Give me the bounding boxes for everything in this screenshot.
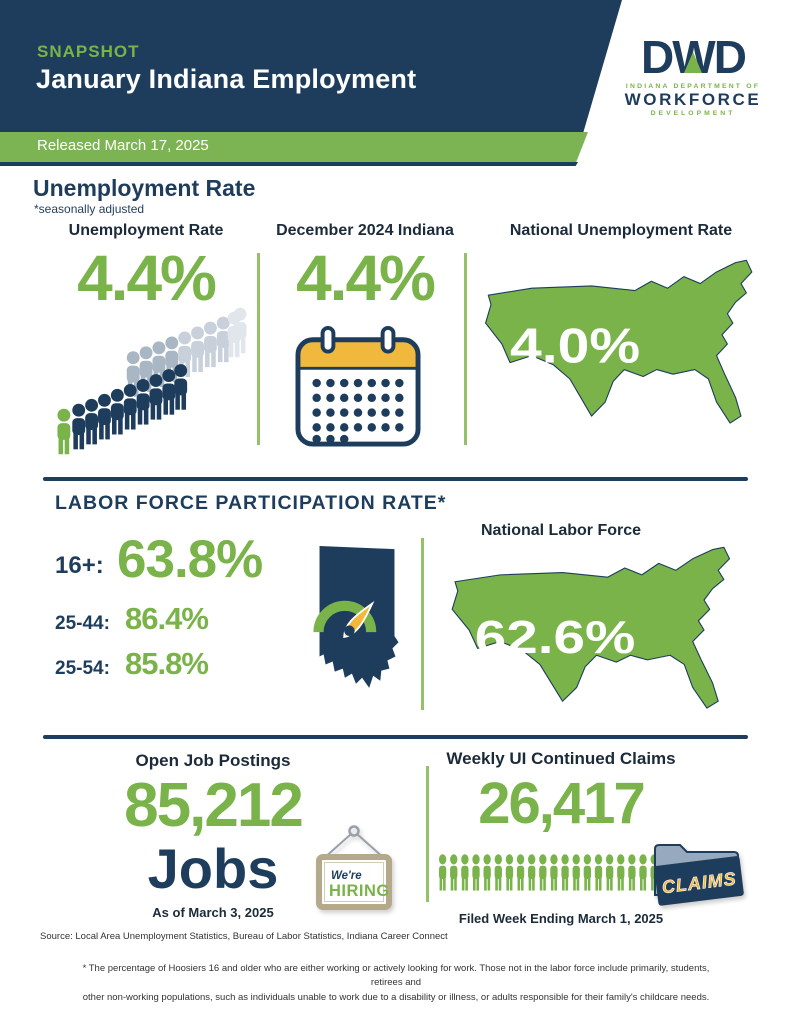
sign-line1: We're [331, 870, 362, 882]
sign-line2: HIRING [329, 882, 390, 900]
column-divider [464, 253, 467, 445]
claims-filed-date: Filed Week Ending March 1, 2025 [458, 911, 664, 926]
age-16-value: 63.8% [117, 530, 263, 589]
age-25-44-label: 25-44: [55, 613, 110, 634]
footnote: * The percentage of Hoosiers 16 and olde… [68, 962, 724, 1005]
crowd-green-person [57, 408, 71, 455]
hiring-sign-icon: We're HIRING [316, 825, 392, 910]
release-strip-underline [0, 162, 578, 166]
us-map-icon: 4.0% [472, 258, 760, 430]
header-banner [0, 0, 622, 132]
workforce-crowd-icon [57, 307, 247, 455]
section-divider [43, 735, 748, 739]
national-unemployment-column: National Unemployment Rate [470, 222, 772, 240]
december-column: December 2024 Indiana 4.4% [266, 222, 464, 310]
jobs-unit-label: Jobs [147, 837, 279, 900]
dwd-letter-d2: D [713, 31, 747, 83]
release-date: Released March 17, 2025 [37, 137, 209, 154]
release-strip [0, 132, 588, 162]
gauge-needle [343, 600, 375, 639]
weekly-claims-value: 26,417 [478, 771, 645, 836]
national-labor-force-value: 62.6% [475, 611, 635, 663]
age-25-54-label: 25-54: [55, 658, 110, 679]
open-job-postings-label: Open Job Postings [135, 751, 291, 770]
logo-dept-line: INDIANA DEPARTMENT OF [625, 83, 761, 90]
logo-dev-line: DEVELOPMENT [650, 110, 736, 117]
labor-force-section-title: LABOR FORCE PARTICIPATION RATE* [55, 492, 447, 514]
open-job-postings-block: Open Job Postings 85,212 Jobs As of Marc… [60, 751, 366, 920]
section-divider [43, 477, 748, 481]
claims-folder-icon: CLAIMS [654, 844, 744, 906]
calendar-dots [312, 378, 404, 444]
snapshot-eyebrow: SNAPSHOT [37, 42, 140, 61]
source-line: Source: Local Area Unemployment Statisti… [40, 931, 448, 942]
column-divider [257, 253, 260, 445]
unemployment-section-title: Unemployment Rate [33, 175, 256, 201]
dwd-logo-acronym: DW D [612, 34, 774, 80]
column-divider [426, 766, 429, 902]
page-title: January Indiana Employment [36, 64, 417, 94]
footnote-line2: other non-working populations, such as i… [82, 991, 710, 1003]
age-16-label: 16+: [55, 552, 104, 579]
unemployment-rate-column: Unemployment Rate 4.4% [35, 222, 257, 310]
seasonally-adjusted-note: *seasonally adjusted [34, 202, 145, 216]
job-postings-value: 85,212 [124, 771, 304, 840]
national-unemployment-value: 4.0% [510, 319, 640, 373]
dwd-triangle-icon [683, 52, 702, 73]
national-labor-force-label: National Labor Force [480, 522, 642, 539]
column-header: National Unemployment Rate [509, 222, 733, 239]
age-25-44-value: 86.4% [125, 601, 209, 636]
weekly-claims-block: Weekly UI Continued Claims 26,417 [435, 749, 687, 833]
column-header: December 2024 Indiana [276, 222, 454, 239]
footnote-line1: * The percentage of Hoosiers 16 and olde… [82, 963, 710, 989]
column-divider [421, 538, 424, 710]
indiana-gauge-icon [313, 546, 399, 688]
us-map-icon: 62.6% [438, 545, 738, 715]
crowd-farthest-row [227, 307, 247, 358]
dwd-logo: DW D INDIANA DEPARTMENT OF WORKFORCE DEVE… [612, 34, 774, 117]
weekly-claims-label: Weekly UI Continued Claims [446, 749, 676, 768]
dwd-letter-w: W [672, 34, 715, 80]
gauge-arc [313, 600, 377, 633]
indiana-unemployment-value: 4.4% [77, 242, 217, 314]
calendar-icon [295, 325, 421, 447]
logo-org-line: WORKFORCE [624, 90, 762, 109]
column-header: Unemployment Rate [68, 222, 224, 239]
dwd-letter-d1: D [641, 31, 674, 83]
december-unemployment-value: 4.4% [296, 242, 436, 314]
age-25-54-value: 85.8% [125, 646, 209, 681]
jobs-as-of-date: As of March 3, 2025 [152, 905, 274, 920]
